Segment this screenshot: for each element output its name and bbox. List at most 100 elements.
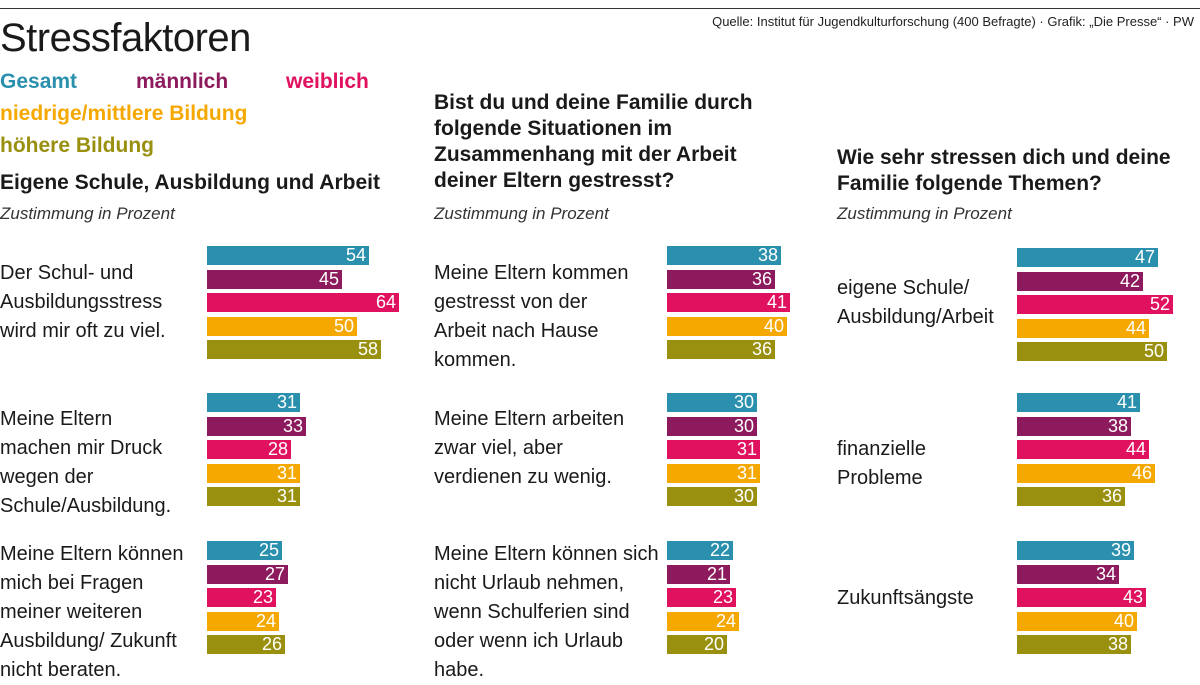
bar-weiblich: 23	[207, 588, 276, 607]
bar-h-here-bildung: 36	[1017, 487, 1125, 506]
bar-weiblich: 41	[667, 293, 790, 312]
bar-value-label: 36	[751, 268, 772, 289]
bar-value-label: 44	[1125, 317, 1146, 338]
bar-h-here-bildung: 26	[207, 635, 285, 654]
panel-2-question-1: Meine Eltern kommen gestresst von der Ar…	[434, 262, 629, 371]
bar-gesamt: 38	[667, 246, 781, 265]
bar-value-label: 46	[1131, 462, 1152, 483]
bar-gesamt: 47	[1017, 248, 1158, 267]
bar-value-label: 38	[1107, 634, 1128, 654]
bar-h-here-bildung: 58	[207, 340, 381, 359]
bar-value-label: 33	[282, 415, 303, 436]
bar-value-label: 24	[255, 610, 276, 631]
panel-1-question-2: Meine Eltern machen mir Druck wegen der …	[0, 408, 172, 517]
bar-niedrige-mittlere-bildung: 24	[667, 610, 739, 631]
panel-1-question-1: Der Schul- und Ausbildungsstress wird mi…	[0, 262, 166, 342]
panel-1-question-3: Meine Eltern können mich bei Fragen mein…	[0, 543, 184, 681]
panel-1-title: Eigene Schule, Ausbildung und Arbeit	[0, 171, 380, 194]
bar-value-label: 44	[1125, 439, 1146, 459]
bar-value-label: 31	[276, 462, 297, 483]
panel-2-subtitle: Zustimmung in Prozent	[434, 204, 609, 223]
bar-gesamt: 54	[207, 246, 369, 265]
bar-value-label: 41	[1116, 392, 1137, 412]
bar-gesamt: 30	[667, 393, 757, 412]
bar-value-label: 27	[264, 563, 285, 584]
bar-value-label: 30	[733, 415, 754, 436]
bar-weiblich: 64	[207, 293, 399, 312]
bar-gesamt: 31	[207, 393, 300, 412]
bar-m-nnlich: 21	[667, 563, 730, 584]
bar-value-label: 50	[333, 315, 354, 336]
bar-weiblich: 52	[1017, 295, 1173, 314]
bar-value-label: 23	[712, 587, 733, 607]
bar-niedrige-mittlere-bildung: 40	[667, 315, 787, 336]
legend-gesamt: Gesamt	[0, 70, 78, 93]
bar-gesamt: 22	[667, 541, 733, 560]
bar-value-label: 41	[766, 292, 787, 312]
bar-m-nnlich: 38	[1017, 415, 1131, 436]
legend-weiblich: weiblich	[286, 70, 369, 93]
bar-value-label: 31	[276, 486, 297, 506]
bar-gesamt: 41	[1017, 393, 1140, 412]
page-title: Stressfaktoren	[0, 16, 251, 60]
bar-value-label: 58	[357, 339, 378, 359]
source-note: Quelle: Institut für Jugendkulturforschu…	[712, 14, 1194, 29]
bar-weiblich: 23	[667, 588, 736, 607]
bar-value-label: 34	[1095, 563, 1116, 584]
bar-value-label: 30	[733, 392, 754, 412]
bar-value-label: 54	[345, 245, 366, 265]
bar-value-label: 52	[1149, 294, 1170, 314]
bar-niedrige-mittlere-bildung: 46	[1017, 462, 1155, 483]
bar-m-nnlich: 33	[207, 415, 306, 436]
legend-niedrige-bildung: niedrige/mittlere Bildung	[0, 102, 248, 125]
bar-value-label: 21	[706, 563, 727, 584]
bar-gesamt: 25	[207, 541, 282, 560]
bar-weiblich: 43	[1017, 588, 1146, 607]
bar-value-label: 25	[258, 540, 279, 560]
bar-value-label: 42	[1119, 270, 1140, 291]
panel-3-question-1: eigene Schule/ Ausbildung/Arbeit	[837, 277, 994, 328]
bar-m-nnlich: 34	[1017, 563, 1119, 584]
panel-3-subtitle: Zustimmung in Prozent	[837, 204, 1012, 223]
panel-2-title: Bist du und deine Familie durch folgende…	[434, 91, 753, 192]
legend-hoehere-bildung: höhere Bildung	[0, 134, 154, 157]
bar-value-label: 38	[757, 245, 778, 265]
bar-value-label: 36	[751, 339, 772, 359]
bar-value-label: 31	[276, 392, 297, 412]
panel-2-question-2: Meine Eltern arbeiten zwar viel, aber ve…	[434, 408, 625, 488]
bar-niedrige-mittlere-bildung: 44	[1017, 317, 1149, 338]
bar-value-label: 38	[1107, 415, 1128, 436]
bar-h-here-bildung: 36	[667, 340, 775, 359]
bar-niedrige-mittlere-bildung: 50	[207, 315, 357, 336]
bar-weiblich: 28	[207, 440, 291, 459]
bar-value-label: 39	[1110, 540, 1131, 560]
panel-3-question-3: Zukunftsängste	[837, 587, 974, 609]
bar-m-nnlich: 42	[1017, 270, 1143, 291]
bar-h-here-bildung: 31	[207, 487, 300, 506]
bar-weiblich: 31	[667, 440, 760, 459]
bar-value-label: 45	[318, 268, 339, 289]
bar-value-label: 26	[261, 634, 282, 654]
bar-niedrige-mittlere-bildung: 31	[207, 462, 300, 483]
bar-value-label: 31	[736, 462, 757, 483]
bar-weiblich: 44	[1017, 440, 1149, 459]
bar-value-label: 28	[267, 439, 288, 459]
bar-value-label: 36	[1101, 486, 1122, 506]
panel-2-question-3: Meine Eltern können sich nicht Urlaub ne…	[434, 543, 659, 681]
bar-value-label: 64	[375, 292, 396, 312]
panel-1-subtitle: Zustimmung in Prozent	[0, 204, 175, 223]
bar-h-here-bildung: 50	[1017, 342, 1167, 361]
bar-m-nnlich: 36	[667, 268, 775, 289]
top-rule	[0, 8, 1200, 9]
bar-value-label: 23	[252, 587, 273, 607]
bar-value-label: 40	[763, 315, 784, 336]
bar-h-here-bildung: 30	[667, 487, 757, 506]
bar-value-label: 43	[1122, 587, 1143, 607]
bar-niedrige-mittlere-bildung: 40	[1017, 611, 1137, 631]
bar-m-nnlich: 45	[207, 268, 342, 289]
bar-value-label: 24	[715, 610, 736, 631]
panel-3-title: Wie sehr stressen dich und deine Familie…	[837, 146, 1171, 195]
bar-niedrige-mittlere-bildung: 24	[207, 610, 279, 631]
bar-value-label: 31	[736, 439, 757, 459]
bar-m-nnlich: 27	[207, 563, 288, 584]
